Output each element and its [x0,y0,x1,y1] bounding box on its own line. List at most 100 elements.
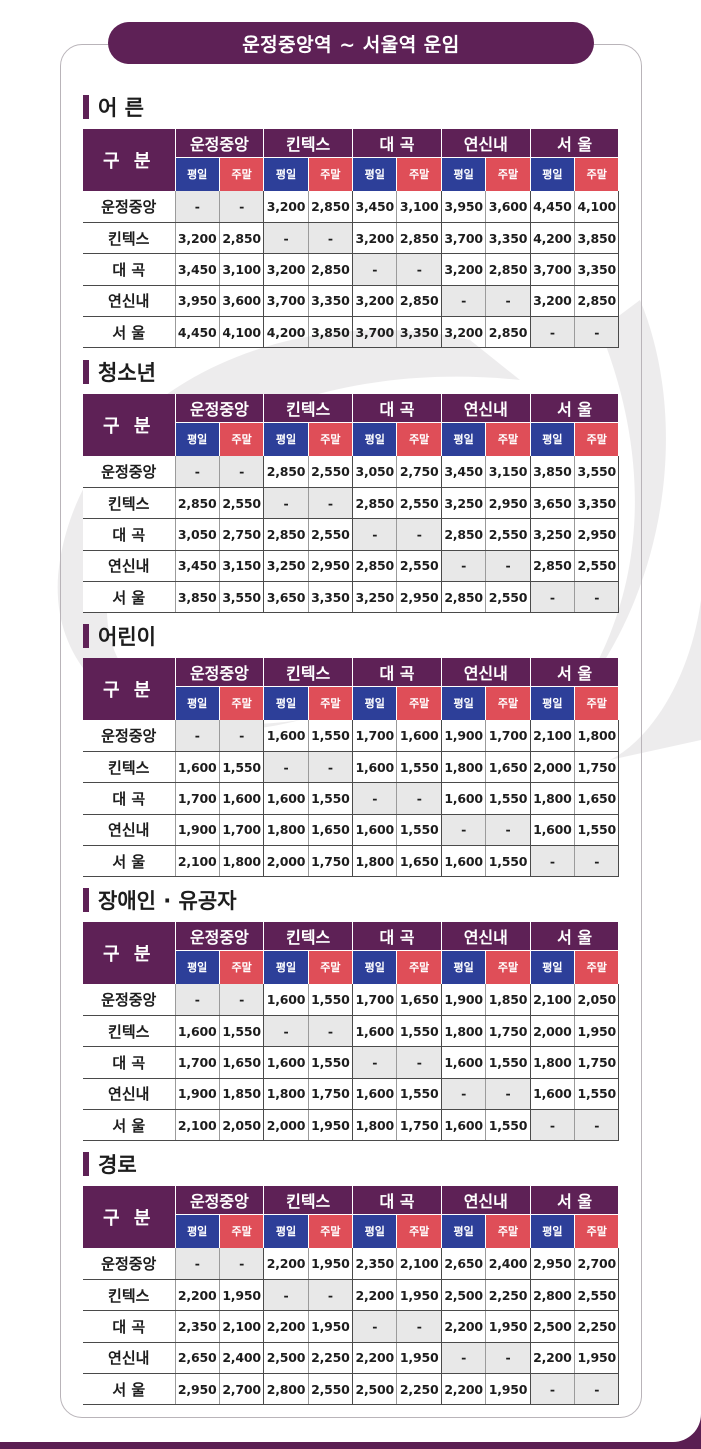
fare-cell: 2,750 [396,456,442,488]
row-label: 운정중앙 [83,191,176,223]
table-row: 연신내 3,450 3,150 3,250 2,950 2,850 2,550- -2,850… [83,550,620,583]
section-title: 경로 [98,1153,137,1177]
fare-cell: 1,800 [219,845,265,878]
header-weekend: 주말 [396,421,442,456]
fare-cell: 2,850 [441,581,487,614]
fare-cell: 2,850 [308,191,354,223]
table-row: 운정중앙 - -2,200 1,950 2,350 2,100 2,650 2,400 2,95… [83,1248,620,1280]
header-weekday: 평일 [441,156,487,191]
fare-cell: 1,950 [574,1342,620,1375]
row-label: 서 울 [83,1373,176,1406]
header-station: 운정중앙 [175,658,265,686]
fare-cell: 1,800 [530,1046,576,1079]
fare-cell: 3,200 [441,253,487,286]
fare-cell: 1,600 [352,814,398,847]
fare-cell: 2,200 [441,1373,487,1406]
fare-cell: 1,550 [485,782,531,815]
fare-table: 구 분 운정중앙 킨텍스 대 곡 연신내 서 울 평일 주말 평일 주말 평일 주말 평일 주말 평일 주말 운… [83,394,620,614]
header-weekday: 평일 [175,949,220,984]
header-weekend: 주말 [485,156,531,191]
fare-cell: 1,700 [352,720,398,752]
fare-cell: 1,650 [219,1046,265,1079]
fare-cell: - [574,845,620,878]
header-weekday: 평일 [530,421,576,456]
table-row: 킨텍스 3,200 2,850- -3,200 2,850 3,700 3,350 4,200… [83,222,620,255]
fare-cell: - [308,222,354,255]
fare-cell: 3,850 [530,456,576,488]
header-station: 대 곡 [352,129,442,157]
fare-cell: 2,850 [396,285,442,318]
header-weekend: 주말 [219,1213,265,1248]
fare-cell: - [485,1078,531,1111]
fare-cell: 2,550 [574,550,620,583]
fare-cell: 3,050 [352,456,398,488]
fare-section: 경로 구 분 운정중앙 킨텍스 대 곡 연신내 서 울 평일 주말 평일 주말 평일 주말 평일 주말 평일 주… [83,1151,623,1406]
fare-cell: 3,450 [175,550,220,583]
fare-cell: 4,100 [219,316,265,349]
fare-cell: 2,250 [485,1279,531,1312]
fare-cell: - [396,518,442,551]
section-heading: 장애인 · 유공자 [83,887,623,913]
fare-cell: - [219,456,265,488]
fare-cell: 1,600 [263,1046,309,1079]
fare-cell: 3,050 [175,518,220,551]
section-marker [83,1152,89,1176]
fare-cell: 3,350 [485,222,531,255]
row-label: 연신내 [83,1342,176,1375]
fare-cell: - [219,1248,265,1280]
fare-cell: 1,950 [574,1015,620,1048]
fare-cell: 3,100 [219,253,265,286]
fare-cell: 3,150 [219,550,265,583]
row-label: 킨텍스 [83,487,176,520]
fare-cell: - [308,751,354,784]
fare-cell: 3,550 [219,581,265,614]
fare-cell: 4,200 [530,222,576,255]
header-weekend: 주말 [396,949,442,984]
fare-cell: 1,600 [175,751,220,784]
fare-cell: 1,750 [308,845,354,878]
row-label: 운정중앙 [83,456,176,488]
page-title: 운정중앙역 ~ 서울역 운임 [108,22,594,64]
header-station: 연신내 [441,922,531,950]
fare-cell: 2,500 [441,1279,487,1312]
header-weekday: 평일 [441,421,487,456]
row-label: 연신내 [83,550,176,583]
fare-cell: 1,900 [441,984,487,1016]
fare-cell: 2,100 [175,1109,220,1142]
fare-cell: 4,450 [530,191,576,223]
header-weekend: 주말 [396,1213,442,1248]
header-station: 대 곡 [352,1186,442,1214]
header-station: 서 울 [530,394,620,422]
fare-cell: 1,650 [485,751,531,784]
header-weekday: 평일 [530,156,576,191]
fare-cell: 1,550 [308,720,354,752]
row-label: 킨텍스 [83,222,176,255]
fare-cell: 2,050 [574,984,620,1016]
header-weekend: 주말 [574,685,620,720]
fare-cell: 2,550 [574,1279,620,1312]
fare-cell: 2,550 [396,487,442,520]
fare-cell: - [574,316,620,349]
fare-cell: 3,350 [308,285,354,318]
fare-cell: 1,550 [219,751,265,784]
fare-cell: - [485,550,531,583]
fare-cell: 4,450 [175,316,220,349]
fare-cell: 4,200 [263,316,309,349]
fare-cell: 1,550 [485,1046,531,1079]
fare-cell: 1,600 [441,1109,487,1142]
header-gubun: 구 분 [83,922,176,984]
fare-cell: 3,200 [352,285,398,318]
fare-cell: 3,700 [352,316,398,349]
fare-cell: 3,600 [485,191,531,223]
fare-cell: 2,200 [263,1310,309,1343]
row-label: 운정중앙 [83,1248,176,1280]
fare-cell: 2,100 [530,984,576,1016]
fare-cell: - [219,984,265,1016]
fare-cell: 2,200 [352,1342,398,1375]
table-row: 킨텍스 1,600 1,550- -1,600 1,550 1,800 1,650 2,000… [83,751,620,784]
fare-cell: 1,800 [441,1015,487,1048]
fare-cell: - [352,1046,398,1079]
fare-cell: 2,100 [219,1310,265,1343]
fare-cell: 1,900 [175,1078,220,1111]
fare-cell: 1,600 [352,1015,398,1048]
